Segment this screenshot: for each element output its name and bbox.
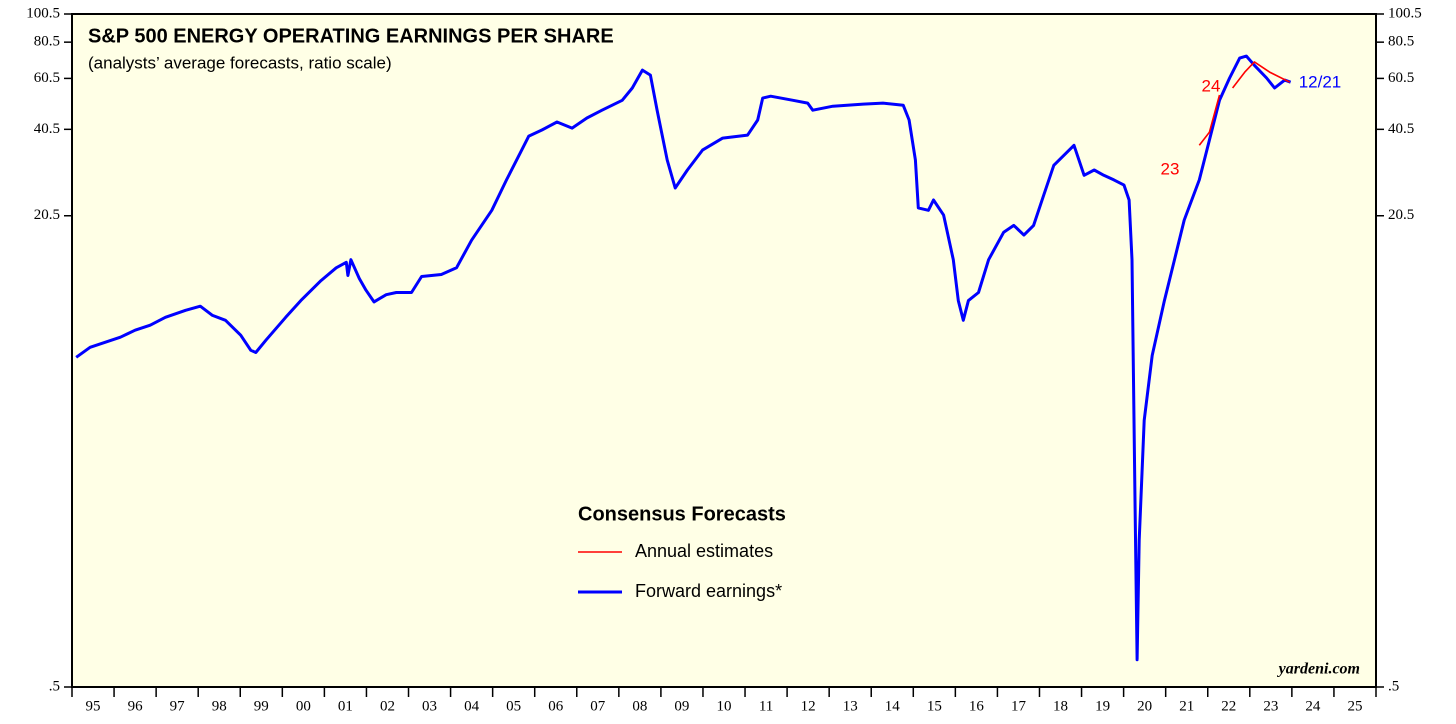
y-tick-label: 40.5 — [34, 121, 60, 137]
y-tick-label: 60.5 — [34, 70, 60, 86]
annotation: 24 — [1202, 76, 1221, 95]
x-tick-label: 02 — [380, 698, 395, 714]
x-tick-label: 19 — [1095, 698, 1110, 714]
legend-title: Consensus Forecasts — [578, 503, 786, 525]
x-tick-label: 11 — [759, 698, 773, 714]
x-tick-label: 24 — [1305, 698, 1321, 714]
x-tick-label: 04 — [464, 698, 480, 714]
x-tick-label: 03 — [422, 698, 437, 714]
x-tick-label: 95 — [86, 698, 101, 714]
y2-tick-label: 40.5 — [1388, 121, 1414, 137]
x-tick-label: 96 — [128, 698, 144, 714]
y2-tick-label: 80.5 — [1388, 34, 1414, 50]
annotation: 12/21 — [1299, 72, 1342, 91]
x-tick-label: 08 — [632, 698, 647, 714]
x-tick-label: 00 — [296, 698, 311, 714]
chart-subtitle: (analysts’ average forecasts, ratio scal… — [88, 53, 392, 72]
x-tick-label: 10 — [717, 698, 732, 714]
series-line — [75, 54, 1292, 662]
y2-tick-label: .5 — [1388, 678, 1399, 694]
x-tick-label: 99 — [254, 698, 269, 714]
x-tick-label: 05 — [506, 698, 521, 714]
x-tick-label: 06 — [548, 698, 564, 714]
x-tick-label: 12 — [801, 698, 816, 714]
x-tick-label: 16 — [969, 698, 985, 714]
legend-label: Annual estimates — [635, 541, 773, 561]
y2-tick-label: 20.5 — [1388, 207, 1414, 223]
x-tick-label: 22 — [1221, 698, 1236, 714]
chart-title: S&P 500 ENERGY OPERATING EARNINGS PER SH… — [88, 25, 614, 47]
x-tick-label: 20 — [1137, 698, 1152, 714]
x-tick-label: 98 — [212, 698, 227, 714]
y-tick-label: 20.5 — [34, 207, 60, 223]
x-tick-label: 13 — [843, 698, 858, 714]
x-tick-label: 15 — [927, 698, 942, 714]
x-tick-label: 09 — [674, 698, 689, 714]
x-tick-label: 07 — [590, 698, 606, 714]
x-tick-label: 23 — [1263, 698, 1278, 714]
series-line — [1198, 61, 1291, 146]
x-tick-label: 97 — [170, 698, 186, 714]
x-tick-label: 21 — [1179, 698, 1194, 714]
y2-tick-label: 100.5 — [1388, 5, 1422, 21]
y2-tick-label: 60.5 — [1388, 70, 1414, 86]
source: yardeni.com — [1277, 661, 1360, 678]
y-tick-label: 100.5 — [26, 5, 60, 21]
x-tick-label: 25 — [1347, 698, 1362, 714]
x-tick-label: 01 — [338, 698, 353, 714]
x-tick-label: 18 — [1053, 698, 1068, 714]
plot-area — [71, 13, 1377, 688]
x-tick-label: 17 — [1011, 698, 1027, 714]
legend-label: Forward earnings* — [635, 581, 782, 601]
x-tick-label: 14 — [885, 698, 901, 714]
y-tick-label: 80.5 — [34, 34, 60, 50]
annotation: 23 — [1161, 159, 1180, 178]
y-tick-label: .5 — [49, 678, 60, 694]
